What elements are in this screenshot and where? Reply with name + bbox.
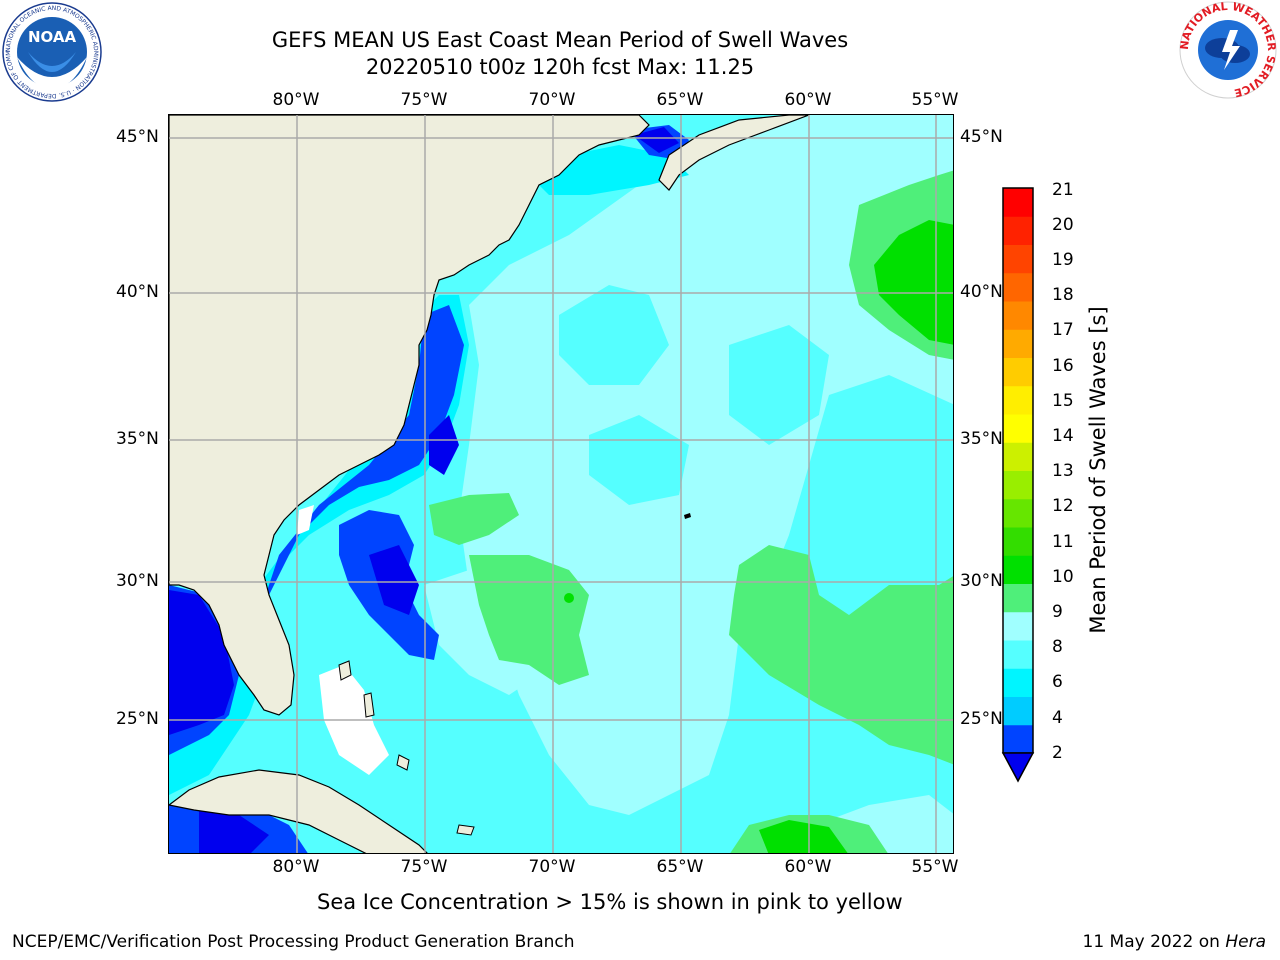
colorbar-band	[1003, 414, 1033, 443]
colorbar-tick-label: 15	[1052, 391, 1074, 411]
land-island	[684, 513, 691, 519]
colorbar-band	[1003, 470, 1033, 500]
colorbar-tick-label: 11	[1052, 532, 1074, 552]
colorbar-band	[1003, 357, 1033, 387]
chart-subtitle: 20220510 t00z 120h fcst Max: 11.25	[365, 55, 755, 79]
chart-title: GEFS MEAN US East Coast Mean Period of S…	[271, 28, 849, 52]
noaa-logo: NATIONAL OCEANIC AND ATMOSPHERIC ADMINIS…	[2, 2, 102, 102]
lat-label-left: 25°N	[116, 709, 159, 729]
lat-label-right: 45°N	[960, 127, 1003, 147]
colorbar-band	[1003, 696, 1033, 726]
lat-label-left: 40°N	[116, 282, 159, 302]
lon-label-top: 65°W	[656, 90, 704, 110]
sea-ice-note: Sea Ice Concentration > 15% is shown in …	[317, 890, 903, 914]
lon-label-bottom: 55°W	[911, 857, 959, 877]
land-bahamas	[338, 660, 352, 681]
land-us-east-coast	[169, 115, 650, 716]
noaa-logo-text: NOAA	[28, 28, 77, 46]
colorbar-band	[1003, 668, 1033, 697]
colorbar-tick-label: 13	[1052, 461, 1074, 481]
nws-logo: NATIONAL WEATHER SERVICE	[1178, 0, 1278, 99]
colorbar-band	[1003, 724, 1033, 754]
colorbar-band	[1003, 442, 1033, 471]
colorbar-tick-label: 9	[1052, 602, 1063, 622]
colorbar-band	[1003, 611, 1033, 641]
map-gridlines	[169, 115, 953, 853]
colorbar-tick-label: 17	[1052, 320, 1074, 340]
colorbar-band	[1003, 272, 1033, 302]
lon-label-top: 55°W	[911, 90, 959, 110]
lat-label-right: 30°N	[960, 571, 1003, 591]
field-below-2s	[169, 590, 234, 735]
colorbar-tick-label: 18	[1052, 285, 1074, 305]
lat-label-left: 45°N	[116, 127, 159, 147]
land-bahamas	[456, 824, 475, 836]
footer-machine: Hera	[1225, 932, 1266, 952]
colorbar-tick-label: 10	[1052, 567, 1074, 587]
field-10-11s	[564, 593, 574, 603]
map-canvas	[169, 115, 953, 853]
colorbar-tick-label: 12	[1052, 496, 1074, 516]
field-6-8s	[729, 325, 829, 445]
lat-label-right: 25°N	[960, 709, 1003, 729]
colorbar-band	[1003, 385, 1033, 415]
colorbar-band	[1003, 329, 1033, 358]
field-10-11s	[759, 820, 848, 853]
colorbar-band	[1003, 583, 1033, 613]
colorbar-band	[1003, 555, 1033, 584]
lon-label-top: 80°W	[272, 90, 320, 110]
field-9-10s	[429, 493, 519, 545]
map-panel	[168, 114, 954, 854]
lon-label-bottom: 60°W	[784, 857, 832, 877]
field-6-8s	[589, 415, 689, 505]
colorbar-tick-label: 8	[1052, 637, 1063, 657]
colorbar-band	[1003, 640, 1033, 669]
footer-date: 11 May 2022 on Hera	[1083, 932, 1267, 952]
lat-label-right: 40°N	[960, 282, 1003, 302]
land-bahamas	[396, 754, 410, 771]
field-8-9s	[459, 115, 953, 815]
colorbar-band	[1003, 188, 1033, 217]
lon-label-top: 70°W	[528, 90, 576, 110]
lat-label-left: 35°N	[116, 429, 159, 449]
colorbar-tick-label: 16	[1052, 356, 1074, 376]
lon-label-bottom: 65°W	[656, 857, 704, 877]
colorbar-tick-label: 21	[1052, 180, 1074, 200]
colorbar-tick-label: 14	[1052, 426, 1074, 446]
land-bahamas	[363, 692, 375, 718]
field-2-4s	[259, 305, 464, 645]
colorbar-tick-label: 20	[1052, 215, 1074, 235]
colorbar-extend-arrow	[1001, 752, 1035, 783]
colorbar-band	[1003, 216, 1033, 245]
field-below-2s	[369, 545, 419, 615]
colorbar-axis-label: Mean Period of Swell Waves [s]	[1086, 306, 1110, 634]
field-below-2s	[634, 127, 679, 153]
field-below-2s	[199, 805, 269, 853]
colorbar-band	[1003, 301, 1033, 330]
field-below-2s	[429, 415, 459, 475]
colorbar-band	[1003, 527, 1033, 556]
lon-label-bottom: 75°W	[400, 857, 448, 877]
lat-label-left: 30°N	[116, 571, 159, 591]
lon-label-bottom: 80°W	[272, 857, 320, 877]
footer-credit: NCEP/EMC/Verification Post Processing Pr…	[12, 932, 575, 952]
field-10-11s	[874, 220, 953, 345]
field-6-8s	[559, 285, 669, 385]
lon-label-top: 60°W	[784, 90, 832, 110]
lon-label-bottom: 70°W	[528, 857, 576, 877]
colorbar-tick-label: 4	[1052, 708, 1063, 728]
lon-label-top: 75°W	[400, 90, 448, 110]
colorbar-band	[1003, 244, 1033, 274]
colorbar-tick-label: 6	[1052, 672, 1063, 692]
no-data-area	[297, 505, 314, 535]
colorbar-tick-label: 19	[1052, 250, 1074, 270]
lat-label-right: 35°N	[960, 429, 1003, 449]
land-cuba	[169, 769, 428, 853]
footer-date-text: 11 May 2022 on	[1082, 932, 1226, 952]
colorbar	[1001, 187, 1035, 783]
field-9-10s	[469, 555, 589, 685]
colorbar-tick-label: 2	[1052, 743, 1063, 763]
field-9-10s	[729, 545, 953, 765]
colorbar-band	[1003, 498, 1033, 528]
